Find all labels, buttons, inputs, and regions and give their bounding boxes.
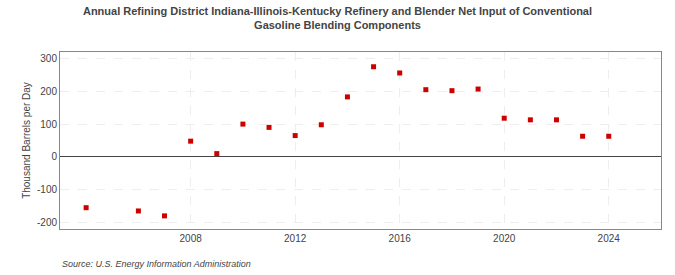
svg-text:-200: -200 [37, 217, 57, 228]
svg-text:2008: 2008 [180, 233, 203, 244]
svg-text:-100: -100 [37, 184, 57, 195]
svg-text:Thousand Barrels per Day: Thousand Barrels per Day [21, 82, 32, 199]
svg-text:Source: U.S. Energy Informatio: Source: U.S. Energy Information Administ… [62, 259, 251, 269]
svg-text:200: 200 [40, 86, 57, 97]
svg-text:300: 300 [40, 53, 57, 64]
svg-text:2020: 2020 [493, 233, 516, 244]
svg-text:2012: 2012 [284, 233, 307, 244]
svg-text:Annual Refining District India: Annual Refining District Indiana-Illinoi… [83, 5, 592, 31]
svg-text:2024: 2024 [598, 233, 621, 244]
svg-text:0: 0 [51, 151, 57, 162]
svg-text:2016: 2016 [389, 233, 412, 244]
svg-text:100: 100 [40, 119, 57, 130]
